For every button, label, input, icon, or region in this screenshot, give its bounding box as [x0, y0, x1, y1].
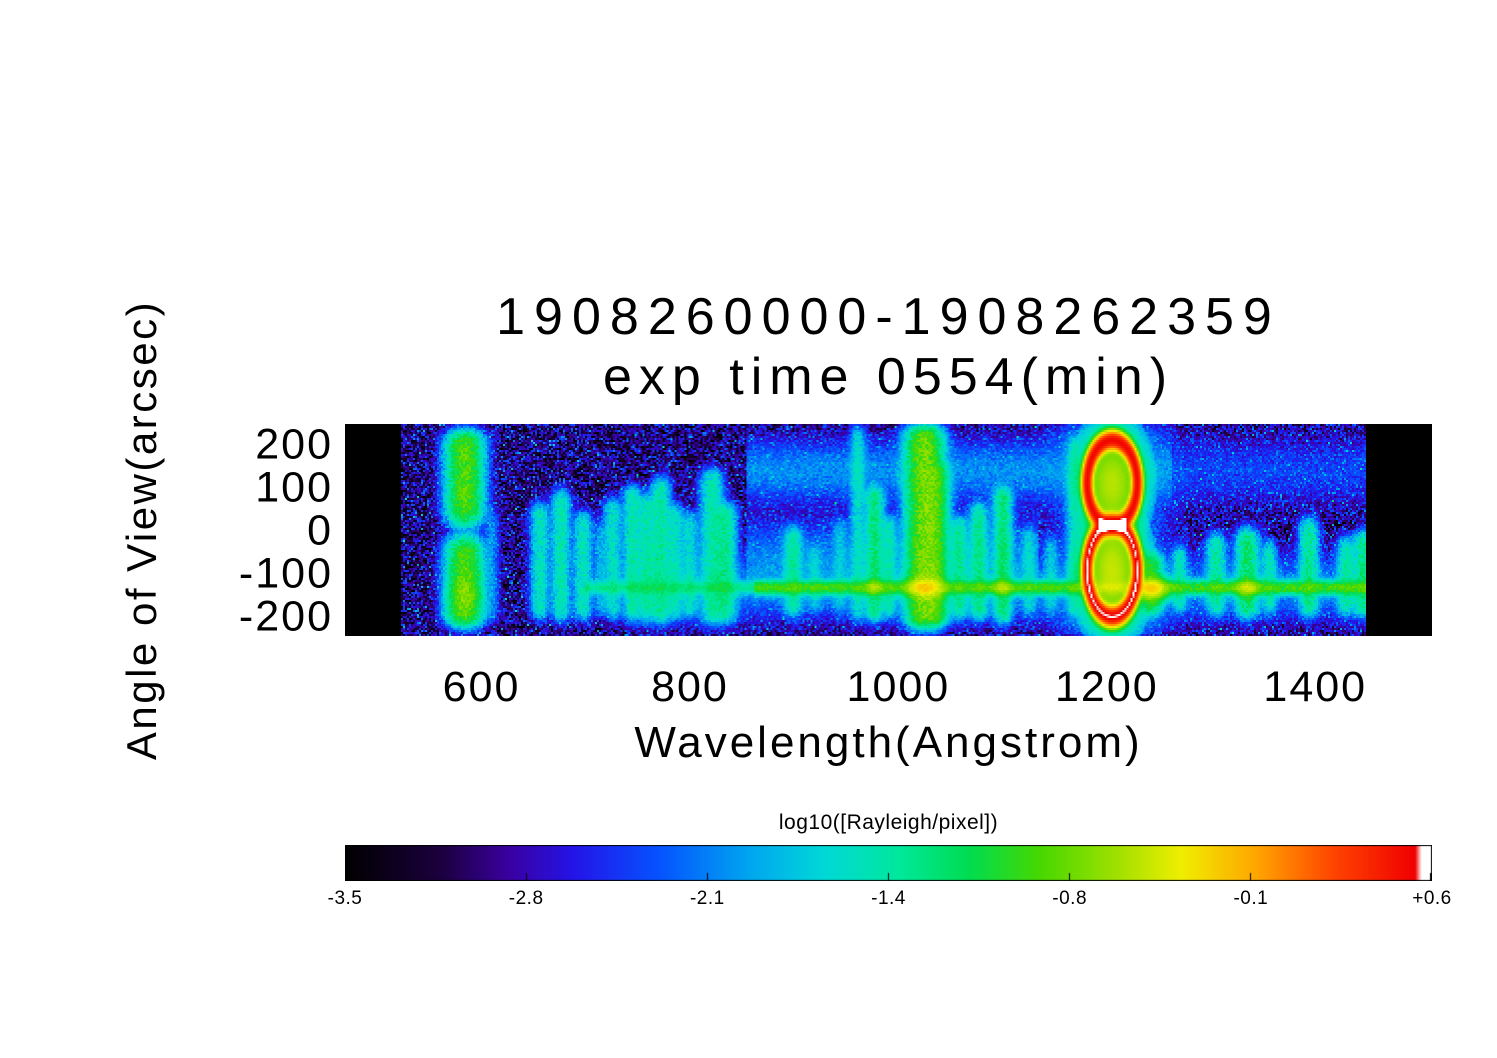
- y-tick-label: 0: [307, 506, 333, 555]
- colorbar-title: log10([Rayleigh/pixel]): [778, 811, 999, 834]
- x-tick-label: 600: [442, 663, 521, 711]
- colorbar-tick-label: -3.5: [327, 888, 363, 909]
- colorbar-tick-label: -0.1: [1233, 888, 1269, 909]
- plot-title: 1908260000-1908262359: [496, 288, 1281, 346]
- x-tick-label: 1200: [1054, 663, 1159, 711]
- heatmap-canvas: [345, 424, 1432, 636]
- colorbar-tick-label: -2.8: [508, 888, 544, 909]
- y-tick-label: 200: [255, 420, 333, 469]
- x-axis-label: Wavelength(Angstrom): [634, 718, 1143, 767]
- y-tick-label: -200: [238, 592, 333, 641]
- x-tick-label: 1000: [846, 663, 951, 711]
- colorbar-tick-label: -1.4: [871, 888, 906, 909]
- colorbar-tick-label: -0.8: [1052, 888, 1088, 909]
- plot-subtitle: exp time 0554(min): [602, 348, 1175, 406]
- y-tick-label: -100: [238, 549, 333, 598]
- colorbar-tick-label: -2.1: [689, 888, 725, 909]
- y-tick-label: 100: [255, 463, 333, 512]
- x-tick-label: 800: [651, 663, 729, 711]
- colorbar-canvas: [345, 845, 1432, 881]
- x-tick-label: 1400: [1263, 663, 1368, 711]
- colorbar-tick-label: +0.6: [1412, 888, 1452, 909]
